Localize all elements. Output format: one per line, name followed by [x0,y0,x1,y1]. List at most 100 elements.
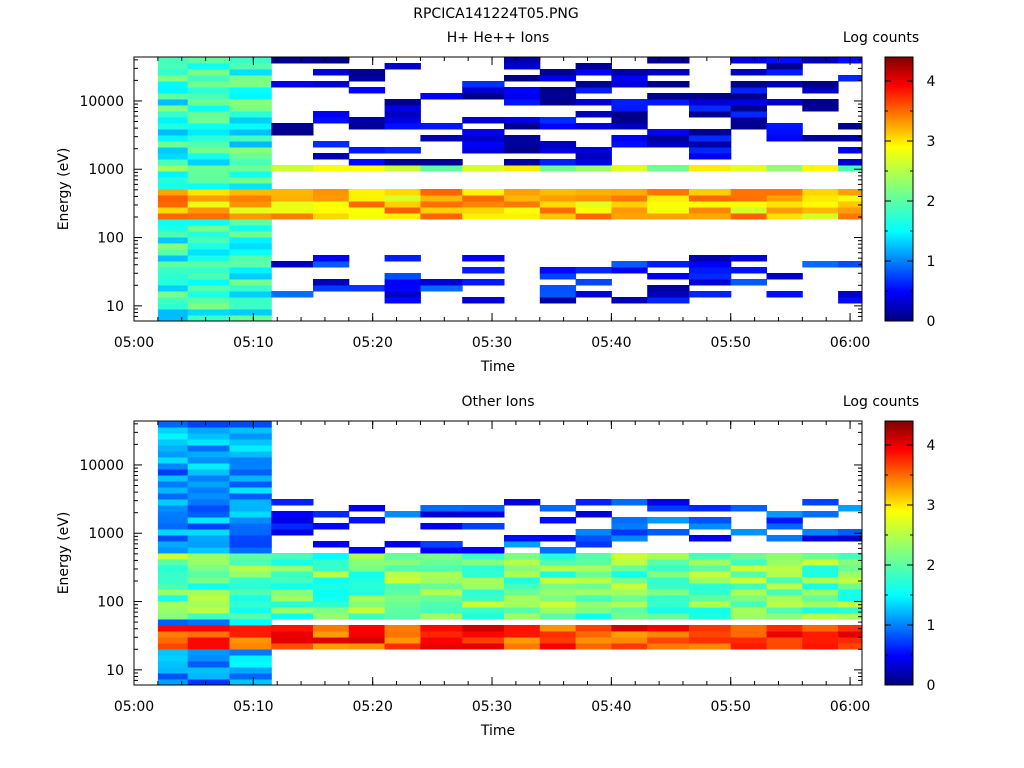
heatmap-cell [187,171,230,178]
heatmap-cell [611,99,648,106]
heatmap-cell [504,117,541,124]
heatmap-cell [838,189,863,196]
heatmap-cell [575,571,612,578]
heatmap-cell [802,577,839,584]
heatmap-cell [766,213,803,220]
heatmap-cell [539,165,577,172]
heatmap-cell [802,207,839,214]
heatmap-cell [802,553,839,560]
heatmap-cell [271,189,314,196]
colorbar-label: Log counts [843,394,919,410]
heatmap-cell [157,273,189,280]
heatmap-cell [611,69,648,76]
heatmap-cell [802,195,839,202]
heatmap-cell [611,583,648,590]
heatmap-cell [229,475,272,482]
heatmap-cell [539,147,577,154]
heatmap-cell [313,189,350,196]
heatmap-cell [730,637,767,644]
heatmap-cell [313,511,350,518]
heatmap-cell [229,643,272,650]
heatmap-cell [348,631,386,638]
heatmap-cell [689,291,732,298]
heatmap-cell [187,673,230,680]
heatmap-cell [187,613,230,620]
heatmap-cell [766,625,803,632]
heatmap-cell [575,529,612,536]
heatmap-cell [157,243,189,250]
heatmap-cell [504,565,541,572]
heatmap-cell [647,613,690,620]
heatmap-cell [504,159,541,166]
heatmap-cell [689,559,732,566]
heatmap-cell [689,625,732,632]
heatmap-cell [802,589,839,596]
heatmap-cell [348,201,386,208]
heatmap-cell [611,195,648,202]
heatmap-cell [157,291,189,298]
heatmap-cell [420,595,463,602]
heatmap-cell [229,589,272,596]
heatmap-cell [271,201,314,208]
heatmap-cell [229,607,272,614]
heatmap-cell [611,81,648,88]
heatmap-cell [689,207,732,214]
heatmap-cell [348,595,386,602]
heatmap-cell [575,189,612,196]
heatmap-cell [730,267,767,274]
heatmap-cell [647,165,690,172]
heatmap-cell [766,577,803,584]
heatmap-cell [504,135,541,142]
heatmap-cell [462,631,505,638]
heatmap-cell [802,81,839,88]
heatmap-cell [504,99,541,106]
heatmap-cell [504,559,541,566]
heatmap-cell [462,589,505,596]
heatmap-cell [384,207,421,214]
heatmap-cell [384,511,421,518]
heatmap-cell [157,297,189,304]
heatmap-cell [462,81,505,88]
heatmap-cell [504,165,541,172]
heatmap-cell [157,315,189,322]
heatmap-cell [575,589,612,596]
heatmap-cell [730,559,767,566]
heatmap-cell [611,613,648,620]
heatmap-cell [766,601,803,608]
heatmap-cell [504,123,541,130]
heatmap-cell [420,505,463,512]
heatmap-cell [647,297,690,304]
heatmap-cell [611,571,648,578]
heatmap-cell [313,571,350,578]
heatmap-cell [187,303,230,310]
heatmap-cell [838,505,863,512]
heatmap-cell [462,637,505,644]
heatmap-cell [689,523,732,530]
x-axis-label: Time [480,723,515,739]
heatmap-cell [539,75,577,82]
heatmap-cell [313,261,350,268]
heatmap-cell [647,643,690,650]
heatmap-cell [187,105,230,112]
heatmap-cell [838,625,863,632]
x-tick-label: 05:00 [114,335,154,351]
heatmap-cell [229,559,272,566]
heatmap-cell [647,565,690,572]
heatmap-cell [348,637,386,644]
heatmap-cell [157,673,189,680]
x-tick-label: 05:40 [591,699,631,715]
heatmap-cell [271,165,314,172]
heatmap-cell [229,649,272,656]
heatmap-cell [611,529,648,536]
heatmap-cell [689,213,732,220]
heatmap-cell [766,583,803,590]
heatmap-cell [229,493,272,500]
heatmap-cell [647,141,690,148]
heatmap-cell [187,643,230,650]
heatmap-cell [313,279,350,286]
heatmap-cell [187,535,230,542]
heatmap-cell [313,153,350,160]
heatmap-cell [420,589,463,596]
heatmap-cell [187,547,230,554]
heatmap-cell [157,493,189,500]
